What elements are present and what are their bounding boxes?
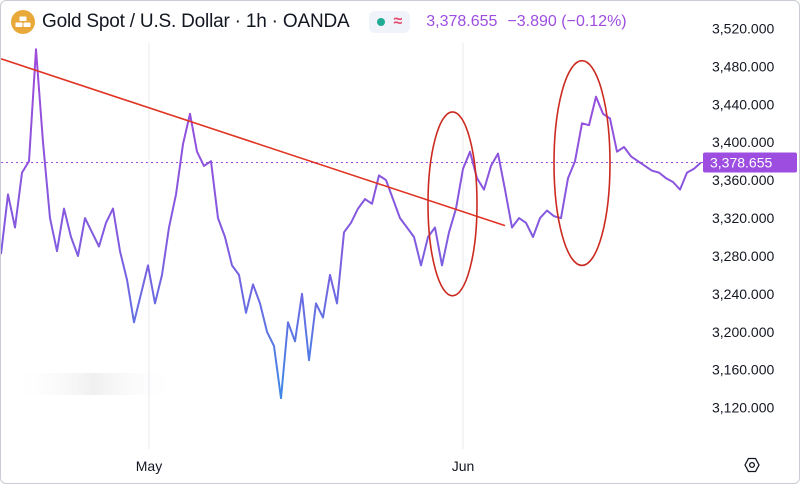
y-tick-label: 3,280.000: [712, 248, 774, 264]
trendline-drawing[interactable]: [1, 58, 506, 227]
chart-header: Gold Spot / U.S. Dollar · 1h · OANDA ≈ 3…: [11, 9, 627, 35]
price-series-line: [1, 48, 702, 400]
gold-bars-icon[interactable]: [11, 10, 35, 34]
x-tick-label: Jun: [452, 458, 475, 474]
y-tick-label: 3,480.000: [712, 58, 774, 74]
price-tag-label: 3,378.655: [710, 154, 772, 170]
dot-icon: [377, 18, 386, 26]
y-tick-label: 3,160.000: [712, 362, 774, 378]
ellipse-drawing[interactable]: [427, 111, 478, 297]
indicator-wave-icon: ≈: [393, 13, 403, 30]
watermark-smudge: [9, 373, 179, 395]
y-tick-label: 3,520.000: [712, 20, 774, 36]
price-change: −3.890 (−0.12%): [507, 13, 627, 30]
x-axis[interactable]: May Jun: [136, 458, 475, 474]
y-tick-label: 3,320.000: [712, 210, 774, 226]
settings-hexagon-icon[interactable]: [744, 457, 760, 473]
symbol-title[interactable]: Gold Spot / U.S. Dollar · 1h · OANDA: [42, 11, 350, 32]
price-tag: 3,378.655: [703, 152, 797, 173]
y-tick-label: 3,400.000: [712, 134, 774, 150]
y-axis[interactable]: 3,520.000 3,480.000 3,440.000 3,400.000 3,36…: [712, 20, 774, 415]
y-tick-label: 3,200.000: [712, 324, 774, 340]
ellipse-drawing[interactable]: [553, 59, 611, 267]
last-price: 3,378.655: [426, 13, 498, 30]
y-tick-label: 3,440.000: [712, 96, 774, 112]
x-tick-label: May: [136, 458, 162, 474]
indicators-toggle[interactable]: ≈: [369, 11, 411, 33]
y-tick-label: 3,360.000: [712, 172, 774, 188]
y-tick-label: 3,120.000: [712, 400, 774, 416]
y-tick-label: 3,240.000: [712, 286, 774, 302]
